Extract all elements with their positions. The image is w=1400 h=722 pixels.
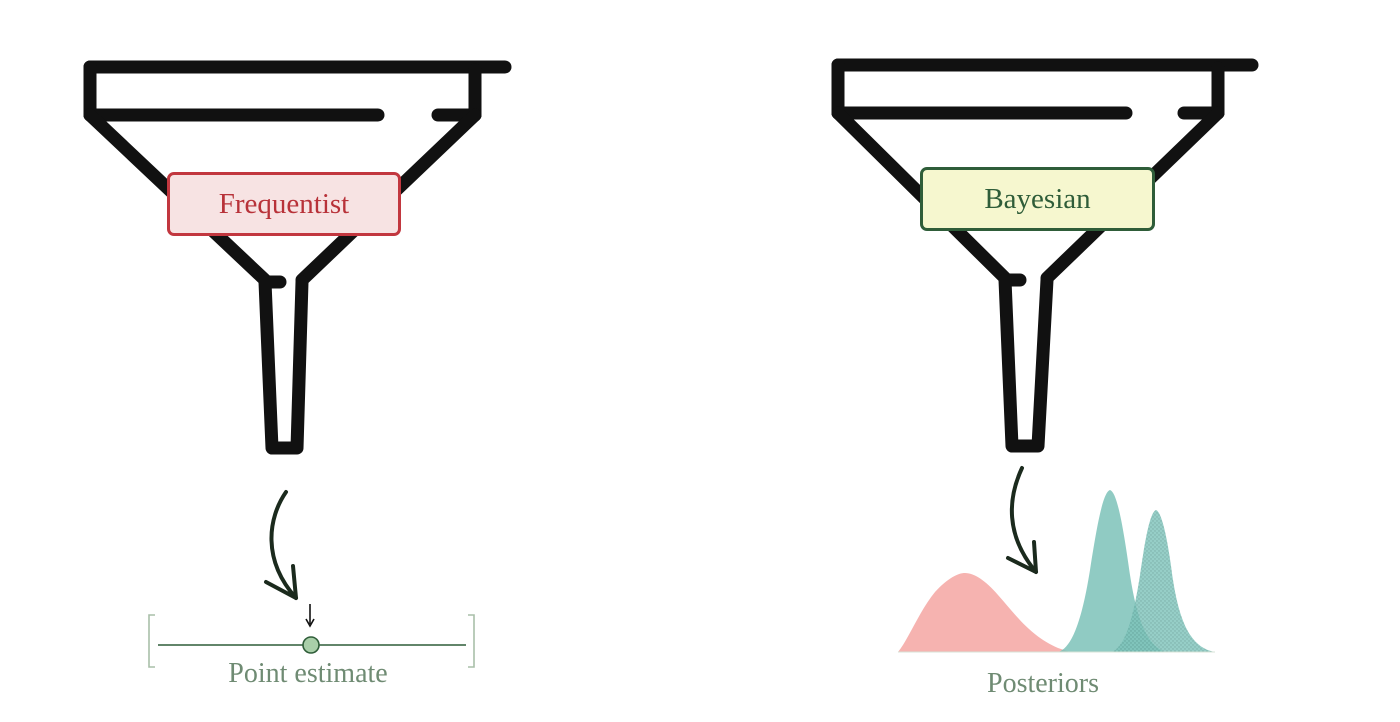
frequentist-label: Frequentist (218, 187, 350, 220)
point-estimate-caption: Point estimate (228, 658, 388, 689)
frequentist-funnel (83, 60, 512, 455)
bayesian-label-box: Bayesian (920, 167, 1155, 231)
bayesian-label: Bayesian (984, 182, 1091, 215)
point-estimate-axis (148, 604, 475, 668)
funnel-spout (258, 275, 309, 455)
curved-arrow-icon (264, 490, 298, 600)
posteriors-caption: Posteriors (987, 668, 1099, 699)
point-marker-icon (302, 636, 320, 654)
bracket-right (468, 614, 475, 668)
point-pointer-head (305, 618, 315, 628)
distribution-curve-icon (898, 573, 1070, 652)
funnel-spout (998, 273, 1054, 453)
curved-arrow-icon (1006, 466, 1038, 574)
frequentist-label-box: Frequentist (167, 172, 401, 236)
distribution-curve-icon (1058, 490, 1165, 652)
bayesian-funnel (831, 58, 1259, 453)
bracket-left (148, 614, 155, 668)
distribution-curve-icon (1112, 510, 1215, 652)
posteriors-plot (898, 490, 1215, 653)
